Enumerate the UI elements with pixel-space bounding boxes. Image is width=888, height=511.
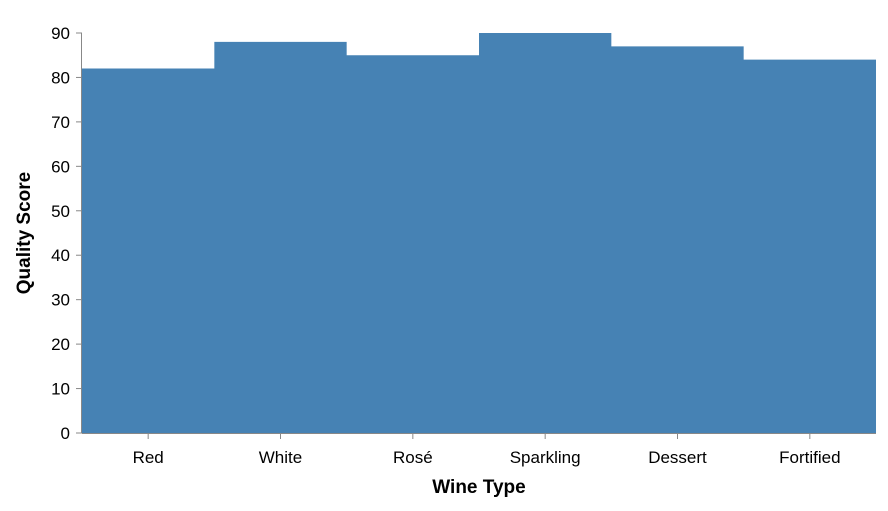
x-tick-label: Fortified (779, 448, 840, 467)
y-tick-label: 80 (51, 68, 70, 87)
y-tick-label: 30 (51, 291, 70, 310)
y-tick-label: 50 (51, 202, 70, 221)
step-segment-dessert (611, 46, 743, 433)
plot-area (82, 33, 876, 433)
x-tick-label: Sparkling (510, 448, 581, 467)
x-tick-label: Rosé (393, 448, 433, 467)
x-axis: Red White Rosé Sparkling Dessert Fortified (82, 433, 876, 467)
step-segment-fortified (744, 60, 876, 433)
step-segment-ros- (347, 55, 479, 433)
step-area-series (82, 33, 876, 433)
step-segment-sparkling (479, 33, 611, 433)
x-tick-label: White (259, 448, 302, 467)
y-tick-label: 20 (51, 335, 70, 354)
y-tick-label: 70 (51, 113, 70, 132)
step-segment-white (214, 42, 346, 433)
y-tick-label: 40 (51, 246, 70, 265)
y-tick-label: 10 (51, 380, 70, 399)
y-axis: 0 10 20 30 40 50 60 70 80 90 (51, 24, 82, 443)
y-axis-title: Quality Score (14, 172, 35, 295)
x-axis-title: Wine Type (432, 477, 525, 498)
x-tick-label: Red (133, 448, 164, 467)
y-tick-label: 60 (51, 157, 70, 176)
step-segment-red (82, 69, 214, 433)
y-tick-label: 90 (51, 24, 70, 43)
x-tick-label: Dessert (648, 448, 707, 467)
y-tick-label: 0 (61, 424, 70, 443)
